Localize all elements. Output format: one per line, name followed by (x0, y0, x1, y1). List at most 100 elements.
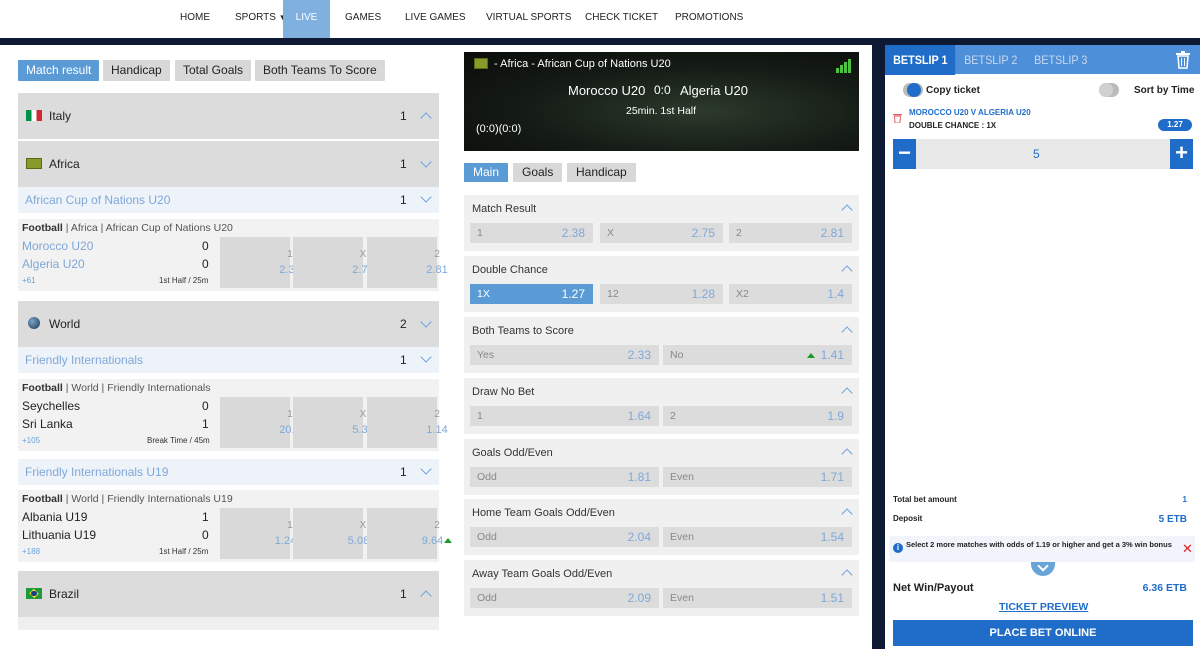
region-italy[interactable]: Italy 1 (18, 93, 439, 139)
odd-button[interactable]: X 5.39 (293, 397, 374, 448)
nav-home[interactable]: HOME (180, 12, 210, 23)
stake-value[interactable]: 5 (1033, 147, 1040, 161)
selection-button[interactable]: 1X 1.27 (470, 284, 593, 304)
selection-button[interactable]: Yes 2.33 (470, 345, 659, 365)
selection-button[interactable]: 1 2.38 (470, 223, 593, 243)
toggle-knob (1099, 83, 1113, 97)
region-brazil[interactable]: Brazil 1 (18, 571, 439, 617)
away-team[interactable]: Lithuania U19 (22, 528, 97, 542)
selection-button[interactable]: 12 1.28 (600, 284, 723, 304)
odd-button[interactable]: 2 9.64 (367, 508, 453, 559)
chevron-up-icon[interactable] (841, 387, 853, 399)
tab-match-result[interactable]: Match result (18, 60, 100, 81)
selection-button[interactable]: Even 1.51 (663, 588, 852, 608)
odd-button[interactable]: 1 20.6 (220, 397, 301, 448)
odd-button[interactable]: X 2.75 (293, 237, 374, 288)
list-footer (18, 617, 439, 630)
home-team[interactable]: Albania U19 (22, 510, 88, 524)
selection-button[interactable]: 2 2.81 (729, 223, 852, 243)
tab-betslip-2[interactable]: BETSLIP 2 (964, 53, 1018, 67)
selection-label: 12 (607, 288, 619, 300)
chevron-up-icon[interactable] (841, 508, 853, 520)
selection-button[interactable]: X 2.75 (600, 223, 723, 243)
tab-total-goals[interactable]: Total Goals (175, 60, 252, 81)
chevron-up-icon[interactable] (841, 265, 853, 277)
copy-ticket-toggle[interactable] (903, 83, 923, 97)
place-bet-button[interactable]: PLACE BET ONLINE (893, 620, 1193, 646)
match-card[interactable]: Football | Africa | African Cup of Natio… (18, 219, 448, 291)
chevron-up-icon[interactable] (841, 204, 853, 216)
nav-games[interactable]: GAMES (345, 12, 382, 23)
stake-stepper[interactable]: − 5 + (893, 139, 1193, 169)
nav-live-games[interactable]: LIVE GAMES (405, 12, 466, 23)
selection-odd: 1.27 (561, 287, 585, 301)
competition-african-cup[interactable]: African Cup of Nations U20 1 (18, 187, 439, 213)
more-markets-link[interactable]: +61 (22, 276, 36, 285)
nav-promotions[interactable]: PROMOTIONS (675, 12, 744, 23)
odd-button[interactable]: 1 1.24 (220, 508, 306, 559)
tab-sub-handicap[interactable]: Handicap (567, 163, 636, 182)
selection-button[interactable]: Even 1.71 (663, 467, 852, 487)
nav-check-ticket[interactable]: CHECK TICKET (585, 12, 659, 23)
chevron-up-icon[interactable] (420, 112, 432, 124)
selection-button[interactable]: Odd 2.04 (470, 527, 659, 547)
selection-button[interactable]: X2 1.4 (729, 284, 852, 304)
tab-both-teams-to-score[interactable]: Both Teams To Score (255, 60, 385, 81)
tab-handicap[interactable]: Handicap (103, 60, 170, 81)
trash-icon[interactable] (1175, 51, 1191, 69)
chevron-down-icon[interactable] (420, 316, 432, 328)
more-markets-link[interactable]: +105 (22, 436, 41, 445)
caret-down-icon: ▼ (279, 0, 287, 36)
selection-button[interactable]: 1 1.64 (470, 406, 659, 426)
chevron-up-icon[interactable] (841, 448, 853, 460)
collapse-chevron-icon[interactable] (1031, 562, 1055, 576)
tab-betslip-1[interactable]: BETSLIP 1 (885, 45, 956, 75)
ticket-preview-link[interactable]: TICKET PREVIEW (999, 601, 1089, 613)
odd-button[interactable]: 2 2.81 (367, 237, 448, 288)
stats-icon[interactable] (836, 59, 852, 73)
odd-button[interactable]: X 5.08 (293, 508, 379, 559)
selection-button[interactable]: Odd 1.81 (470, 467, 659, 487)
copy-ticket-label: Copy ticket (926, 85, 980, 96)
match-card[interactable]: Football | World | Friendly Internationa… (18, 490, 453, 562)
nav-live[interactable]: LIVE (283, 0, 330, 38)
chevron-down-icon[interactable] (420, 463, 432, 475)
remove-selection-icon[interactable] (893, 113, 902, 123)
region-africa[interactable]: Africa 1 (18, 141, 439, 187)
nav-sports[interactable]: SPORTS ▼ (235, 0, 287, 38)
selection-label: Odd (477, 531, 497, 543)
selection-button[interactable]: 2 1.9 (663, 406, 852, 426)
competition-friendly-u19[interactable]: Friendly Internationals U19 1 (18, 459, 439, 485)
home-team[interactable]: Seychelles (22, 399, 81, 413)
selection-button[interactable]: Even 1.54 (663, 527, 852, 547)
close-icon[interactable]: ✕ (1182, 541, 1193, 556)
region-count: 1 (400, 109, 407, 123)
tab-main[interactable]: Main (464, 163, 509, 182)
region-label: Italy (49, 109, 72, 123)
away-team[interactable]: Algeria U20 (22, 257, 85, 271)
selection-button[interactable]: Odd 2.09 (470, 588, 659, 608)
increase-stake-button[interactable]: + (1170, 139, 1193, 169)
match-status: Break Time / 45m (147, 436, 210, 445)
odd-button[interactable]: 1 2.38 (220, 237, 301, 288)
odd-label: X (359, 409, 367, 420)
nav-virtual-sports[interactable]: VIRTUAL SPORTS (486, 12, 572, 23)
selection-button[interactable]: No 1.41 (663, 345, 852, 365)
chevron-down-icon[interactable] (420, 351, 432, 363)
competition-friendly[interactable]: Friendly Internationals 1 (18, 347, 439, 373)
decrease-stake-button[interactable]: − (893, 139, 916, 169)
match-card[interactable]: Football | World | Friendly Internationa… (18, 379, 448, 451)
home-team[interactable]: Morocco U20 (22, 239, 94, 253)
more-markets-link[interactable]: +188 (22, 547, 41, 556)
tab-betslip-3[interactable]: BETSLIP 3 (1034, 53, 1088, 67)
sort-by-time-toggle[interactable] (1099, 83, 1119, 97)
odd-button[interactable]: 2 1.14 (367, 397, 448, 448)
region-world[interactable]: World 2 (18, 301, 439, 347)
chevron-down-icon[interactable] (420, 191, 432, 203)
away-team[interactable]: Sri Lanka (22, 417, 73, 431)
chevron-up-icon[interactable] (841, 326, 853, 338)
chevron-down-icon[interactable] (420, 156, 432, 168)
tab-goals[interactable]: Goals (513, 163, 563, 182)
chevron-up-icon[interactable] (841, 569, 853, 581)
chevron-up-icon[interactable] (420, 590, 432, 602)
